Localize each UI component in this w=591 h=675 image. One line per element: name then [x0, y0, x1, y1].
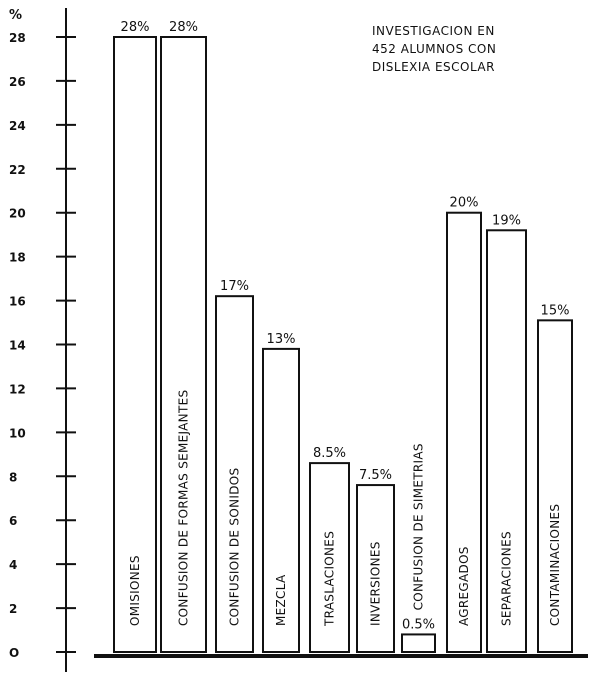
category-label: INVERSIONES	[369, 541, 383, 626]
bar-group: 15% CONTAMINACIONES	[537, 303, 573, 653]
category-label: CONTAMINACIONES	[548, 504, 562, 626]
bar-value-label: 7.5%	[359, 468, 392, 483]
title-line-1: INVESTIGACION EN	[372, 24, 495, 38]
bar	[215, 295, 254, 653]
y-tick-label: 12	[9, 382, 26, 396]
y-tick-label: 16	[9, 295, 26, 309]
title-line-2: 452 ALUMNOS CON	[372, 42, 496, 56]
bar	[446, 211, 482, 653]
bar-value-label: 20%	[450, 196, 479, 211]
bar-group: 13% MEZCLA	[262, 332, 300, 653]
chart-title: INVESTIGACION EN 452 ALUMNOS CON DISLEXI…	[372, 24, 496, 74]
bar-group: 7.5% INVERSIONES	[356, 468, 395, 654]
bar	[113, 36, 157, 653]
y-tick-label: 20	[9, 207, 26, 221]
category-label: CONFUSION DE FORMAS SEMEJANTES	[177, 390, 191, 626]
bar-value-label: 0.5%	[402, 617, 435, 632]
bar-value-label: 17%	[220, 279, 249, 294]
bar	[262, 347, 300, 653]
bar	[537, 319, 573, 653]
category-label: OMISIONES	[128, 555, 142, 626]
category-label: SEPARACIONES	[500, 531, 514, 626]
bar-value-label: 28%	[169, 20, 198, 35]
bar-value-label: 13%	[267, 332, 296, 347]
y-tick-label: 22	[9, 163, 26, 177]
y-tick-label: 6	[9, 514, 17, 528]
category-label: TRASLACIONES	[323, 531, 337, 627]
y-tick-label: 8	[9, 470, 17, 484]
bar-value-label: 15%	[541, 303, 570, 318]
y-tick-label: O	[9, 646, 19, 660]
bars: 28% OMISIONES 28% CONFUSION DE FORMAS SEMEJ…	[113, 20, 573, 654]
category-label: CONFUSION DE SIMETRIAS	[412, 443, 426, 610]
y-tick-label: 4	[9, 558, 17, 572]
bar-value-label: 8.5%	[313, 446, 346, 461]
bar	[356, 484, 395, 654]
bar	[160, 36, 207, 653]
title-line-3: DISLEXIA ESCOLAR	[372, 60, 495, 74]
bar-value-label: 19%	[492, 213, 521, 228]
bar	[309, 462, 350, 653]
y-tick-label: 26	[9, 75, 26, 89]
category-label: CONFUSION DE SONIDOS	[228, 468, 242, 626]
bar-value-label: 28%	[121, 20, 150, 35]
category-label: MEZCLA	[274, 574, 288, 626]
bar-group: 19% SEPARACIONES	[486, 213, 527, 654]
y-tick-label: 2	[9, 602, 17, 616]
bar	[486, 229, 527, 654]
bar	[401, 633, 436, 654]
bar-group: 0.5% CONFUSION DE SIMETRIAS	[401, 443, 436, 654]
y-tick-label: 10	[9, 426, 26, 440]
bar-group: 28% CONFUSION DE FORMAS SEMEJANTES	[160, 20, 207, 653]
bar-group: 8.5% TRASLACIONES	[309, 446, 350, 653]
y-tick-label: 14	[9, 339, 26, 353]
y-tick-label: 28	[9, 31, 26, 45]
y-tick-label: 18	[9, 251, 26, 265]
bar-group: 20% AGREGADOS	[446, 196, 482, 653]
bar-group: 17% CONFUSION DE SONIDOS	[215, 279, 254, 653]
category-label: AGREGADOS	[457, 546, 471, 626]
bar-group: 28% OMISIONES	[113, 20, 157, 653]
y-tick-label: 24	[9, 119, 26, 133]
y-axis-unit: %	[9, 8, 22, 23]
